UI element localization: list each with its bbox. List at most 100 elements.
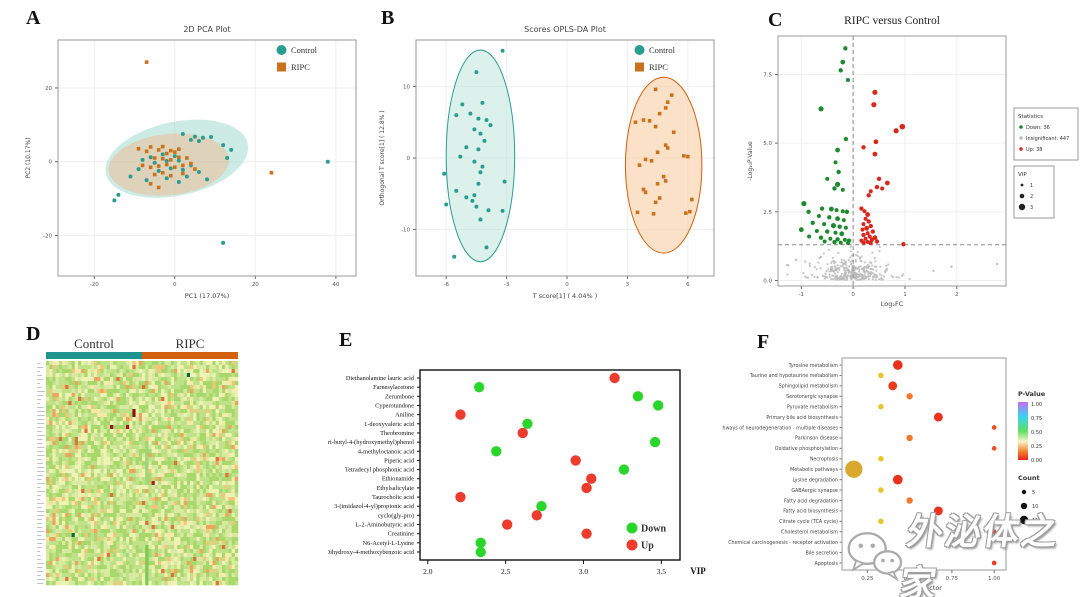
heatmap-cell: [170, 449, 175, 454]
heatmap-cell: [154, 429, 159, 434]
heatmap-cell: [68, 557, 72, 562]
heatmap-cell: [228, 365, 232, 370]
heatmap-cell: [52, 477, 56, 482]
row-label-mark: [37, 555, 41, 556]
heatmap-cell: [49, 393, 53, 398]
panel-label-d: D: [26, 323, 41, 345]
heatmap-cell: [74, 365, 79, 370]
heatmap-cell: [206, 453, 210, 458]
heatmap-cell: [193, 545, 197, 550]
heatmap-cell: [106, 469, 111, 474]
heatmap-cell: [106, 385, 111, 390]
heatmap-cell: [196, 553, 200, 558]
heatmap-cell: [81, 485, 85, 490]
heatmap-cell: [212, 501, 216, 506]
heatmap-cell: [177, 437, 181, 442]
heatmap-cell: [52, 397, 56, 402]
heatmap-cell: [177, 381, 181, 386]
heatmap-cell: [183, 521, 188, 526]
heatmap-cell: [202, 433, 207, 438]
heatmap-cell: [231, 361, 236, 366]
heatmap-cell: [126, 497, 130, 502]
heatmap-cell: [116, 553, 120, 558]
heatmap-cell: [113, 573, 117, 578]
heatmap-cell: [68, 401, 72, 406]
heatmap-cell: [148, 529, 152, 534]
heatmap-cell: [94, 569, 98, 574]
heatmap-cell: [183, 493, 188, 498]
heatmap-cell: [78, 489, 82, 494]
heatmap-cell: [222, 469, 226, 474]
heatmap-cell: [68, 537, 72, 542]
heatmap-cell: [190, 397, 194, 402]
heatmap-cell: [199, 441, 204, 446]
insignificant-point: [834, 267, 837, 270]
heatmap-cell: [215, 577, 220, 582]
insignificant-point: [827, 268, 830, 271]
heatmap-cell: [119, 417, 124, 422]
ripc-data-point: [643, 190, 648, 195]
heatmap-cell: [170, 561, 175, 566]
heatmap-cell: [161, 401, 165, 406]
heatmap-cell: [106, 533, 111, 538]
heatmap-cell: [148, 469, 152, 474]
heatmap-cell: [164, 433, 168, 438]
control-data-point: [486, 208, 491, 213]
heatmap-cell: [49, 533, 53, 538]
heatmap-cell: [161, 509, 165, 514]
heatmap-cell: [78, 429, 82, 434]
heatmap-cell: [209, 401, 213, 406]
control-data-point: [442, 171, 447, 176]
heatmap-cell: [116, 389, 120, 394]
heatmap-cell: [222, 553, 226, 558]
heatmap-cell: [154, 409, 159, 414]
ripc-data-point: [655, 150, 660, 155]
pathway-bubble: [866, 548, 875, 557]
heatmap-cell: [212, 397, 216, 402]
insignificant-point: [828, 273, 831, 276]
heatmap-cell: [167, 537, 172, 542]
heatmap-cell: [218, 369, 223, 374]
heatmap-cell: [164, 421, 168, 426]
heatmap-cell: [170, 381, 175, 386]
heatmap-cell: [106, 489, 111, 494]
heatmap-cell: [129, 557, 133, 562]
heatmap-cell: [186, 393, 191, 398]
heatmap-cell: [90, 489, 95, 494]
heatmap-cell: [158, 437, 162, 442]
heatmap-cell: [87, 581, 92, 586]
heatmap-cell: [129, 453, 133, 458]
heatmap-cell: [106, 453, 111, 458]
heatmap-cell: [164, 417, 168, 422]
heatmap-cell: [218, 381, 223, 386]
heatmap-cell: [170, 521, 175, 526]
heatmap-cell: [46, 373, 50, 378]
heatmap-cell: [215, 421, 220, 426]
heatmap-cell: [129, 553, 133, 558]
heatmap-cell: [65, 377, 69, 382]
category-label: Aniline: [395, 412, 414, 419]
heatmap-cell: [196, 465, 200, 470]
heatmap-cell: [190, 361, 194, 366]
heatmap-cell: [199, 489, 204, 494]
heatmap-cell: [196, 389, 200, 394]
heatmap-cell: [116, 477, 120, 482]
heatmap-cell: [52, 389, 56, 394]
heatmap-cell: [78, 557, 82, 562]
heatmap-cell: [222, 377, 226, 382]
heatmap-cell: [90, 469, 95, 474]
heatmap-cell: [135, 393, 140, 398]
heatmap-cell: [55, 401, 60, 406]
heatmap-cell: [196, 477, 200, 482]
heatmap-cell: [228, 449, 232, 454]
heatmap-cell: [222, 565, 226, 570]
heatmap-cell: [190, 453, 194, 458]
heatmap-cell: [212, 421, 216, 426]
insignificant-point: [834, 275, 837, 278]
heatmap-cell: [145, 489, 149, 494]
heatmap-cell: [180, 577, 184, 582]
heatmap-cell: [154, 565, 159, 570]
heatmap-cell: [103, 405, 108, 410]
heatmap-cell: [193, 557, 197, 562]
